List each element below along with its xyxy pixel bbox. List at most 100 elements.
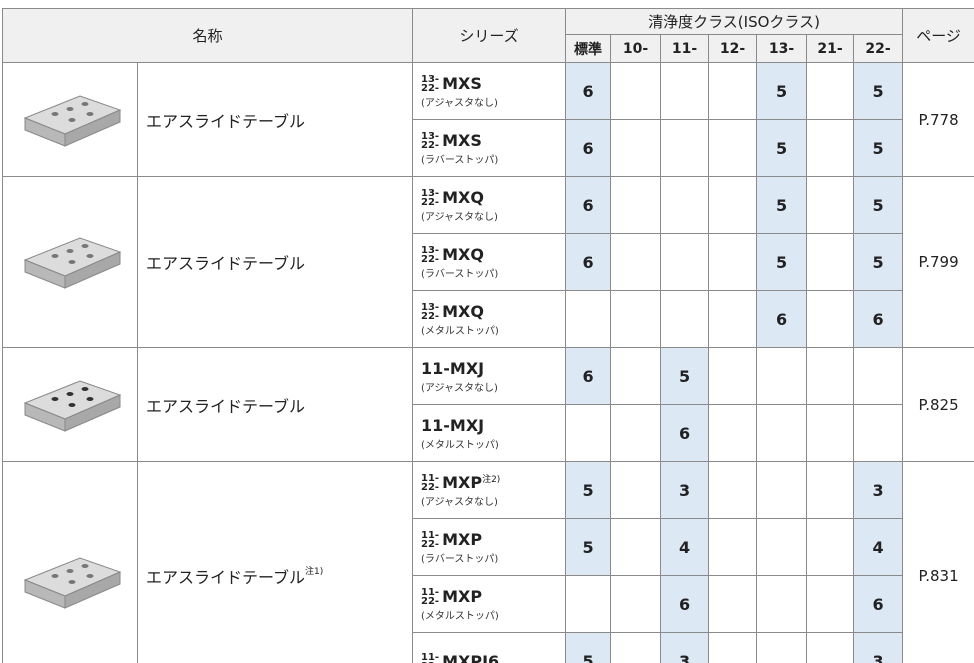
prefix-text: 22- bbox=[421, 661, 439, 663]
class-value: 5 bbox=[756, 233, 808, 291]
product-hole bbox=[66, 568, 74, 573]
header-class: 12- bbox=[708, 34, 758, 63]
class-value: 5 bbox=[565, 461, 612, 519]
product-hole bbox=[86, 573, 94, 578]
series-line: 13- 22- MXS bbox=[421, 73, 565, 93]
header-class: 標準 bbox=[565, 34, 612, 63]
series-cell: 13- 22- MXS (ラバーストッパ) bbox=[412, 119, 567, 177]
product-name: エアスライドテーブル bbox=[146, 111, 306, 131]
series-prefix: 11-22- bbox=[421, 530, 439, 549]
class-value bbox=[708, 404, 758, 462]
class-value bbox=[708, 347, 758, 405]
class-value: 5 bbox=[565, 518, 612, 576]
name-cell: エアスライドテーブル bbox=[136, 176, 414, 348]
product-hole bbox=[51, 573, 59, 578]
class-value bbox=[756, 632, 808, 663]
product-hole bbox=[86, 111, 94, 116]
product-hole bbox=[51, 396, 59, 401]
spec-table: 名称 シリーズ 清浄度クラス(ISOクラス) ページ 標準 10- 11- 12- 13… bbox=[2, 8, 974, 663]
table-header: 名称 シリーズ 清浄度クラス(ISOクラス) ページ 標準 10- 11- 12- 13… bbox=[2, 8, 974, 63]
class-value: 5 bbox=[756, 119, 808, 177]
product-hole bbox=[86, 254, 94, 258]
series-model: MXQ bbox=[442, 245, 484, 264]
class-value bbox=[806, 461, 855, 519]
prefix-text: 13- bbox=[421, 187, 440, 199]
product-name: エアスライドテーブル bbox=[146, 396, 306, 416]
class-value bbox=[806, 575, 855, 633]
class-value bbox=[708, 176, 758, 234]
class-value bbox=[708, 518, 758, 576]
class-value: 5 bbox=[853, 176, 904, 234]
series-line: 11-22-MXPJ6 bbox=[421, 651, 565, 663]
class-value bbox=[756, 404, 808, 462]
prefix-text: 22- bbox=[421, 196, 440, 208]
name-cell: エアスライドテーブル bbox=[136, 62, 414, 177]
class-value bbox=[806, 632, 855, 663]
series-note: (メタルストッパ) bbox=[421, 611, 499, 622]
class-value: 6 bbox=[756, 290, 808, 348]
series-line: 13- 22- MXS bbox=[421, 130, 565, 150]
product-image bbox=[23, 94, 122, 147]
series-note: (メタルストッパ) bbox=[421, 440, 499, 451]
series-prefix: 11-22- bbox=[421, 473, 439, 492]
class-value: 6 bbox=[853, 575, 904, 633]
class-value bbox=[853, 404, 904, 462]
series-model: MXS bbox=[442, 131, 482, 150]
series-line: 11-MXJ bbox=[421, 358, 565, 378]
series-line: 11-MXJ bbox=[421, 415, 565, 435]
series-prefix: 13- 22- bbox=[421, 130, 440, 150]
class-value: 6 bbox=[565, 176, 612, 234]
class-value: 3 bbox=[853, 461, 904, 519]
header-class: 21- bbox=[806, 34, 855, 63]
product-hole bbox=[66, 106, 74, 111]
series-note: (ラバーストッパ) bbox=[421, 269, 499, 280]
product-hole bbox=[86, 396, 94, 401]
series-line: 11- 22- MXP bbox=[421, 586, 565, 606]
page-cell: P.778 bbox=[902, 62, 974, 177]
class-value bbox=[565, 575, 612, 633]
class-value bbox=[610, 290, 662, 348]
class-value bbox=[565, 290, 612, 348]
table-row: 11- 22- MXP (ラバーストッパ) 5 4 4 bbox=[3, 518, 974, 576]
class-value: 5 bbox=[853, 119, 904, 177]
product-front bbox=[64, 570, 121, 609]
class-value bbox=[660, 233, 710, 291]
product-image bbox=[23, 379, 122, 432]
class-value: 5 bbox=[565, 632, 612, 663]
page-cell: P.831 bbox=[902, 461, 974, 663]
class-value: 3 bbox=[660, 632, 710, 663]
class-value bbox=[610, 176, 662, 234]
prefix-text: 22- bbox=[421, 82, 440, 94]
prefix-text: 13- bbox=[421, 130, 440, 142]
series-note: (ラバーストッパ) bbox=[421, 554, 499, 565]
prefix-text: 13- bbox=[421, 73, 440, 85]
class-value bbox=[853, 347, 904, 405]
series-model: 11-MXJ bbox=[421, 416, 485, 435]
prefix-text: 11- bbox=[421, 586, 440, 598]
class-value bbox=[660, 290, 710, 348]
class-value: 6 bbox=[565, 347, 612, 405]
header-class: 10- bbox=[610, 34, 662, 63]
series-cell: 11- 22- MXP (メタルストッパ) bbox=[412, 575, 567, 633]
image-cell bbox=[2, 461, 138, 663]
class-value bbox=[708, 62, 758, 120]
series-model: MXP bbox=[442, 473, 483, 492]
class-value bbox=[806, 404, 855, 462]
class-value: 4 bbox=[660, 518, 710, 576]
series-cell: 11- 22- MXP (ラバーストッパ) bbox=[412, 518, 567, 576]
header-class: 11- bbox=[660, 34, 710, 63]
prefix-text: 22- bbox=[421, 310, 440, 322]
product-front bbox=[64, 251, 121, 289]
series-note: (アジャスタなし) bbox=[421, 98, 498, 109]
series-line: 13- 22- MXQ bbox=[421, 187, 565, 207]
header-class: 13- bbox=[756, 34, 808, 63]
class-value: 5 bbox=[660, 347, 710, 405]
class-value bbox=[610, 119, 662, 177]
series-note: (アジャスタなし) bbox=[421, 383, 498, 394]
class-value: 6 bbox=[565, 62, 612, 120]
product-hole bbox=[51, 254, 59, 258]
prefix-text: 13- bbox=[421, 301, 440, 313]
table-row: 13- 22- MXQ (ラバーストッパ) 6 5 5 bbox=[3, 233, 974, 291]
